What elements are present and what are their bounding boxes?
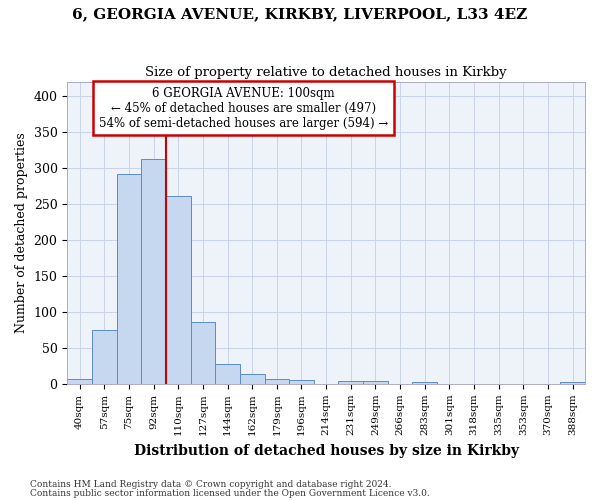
Text: 6, GEORGIA AVENUE, KIRKBY, LIVERPOOL, L33 4EZ: 6, GEORGIA AVENUE, KIRKBY, LIVERPOOL, L3… <box>73 8 527 22</box>
Bar <box>412 382 437 384</box>
Bar <box>265 379 289 384</box>
Bar <box>67 379 92 384</box>
Bar <box>338 381 363 384</box>
Bar <box>289 380 314 384</box>
Bar <box>116 174 141 384</box>
Bar <box>240 374 265 384</box>
Y-axis label: Number of detached properties: Number of detached properties <box>15 132 28 334</box>
X-axis label: Distribution of detached houses by size in Kirkby: Distribution of detached houses by size … <box>134 444 519 458</box>
Bar <box>92 330 116 384</box>
Bar <box>166 196 191 384</box>
Bar <box>560 382 585 384</box>
Text: Contains HM Land Registry data © Crown copyright and database right 2024.: Contains HM Land Registry data © Crown c… <box>30 480 392 489</box>
Bar <box>141 159 166 384</box>
Title: Size of property relative to detached houses in Kirkby: Size of property relative to detached ho… <box>145 66 507 80</box>
Text: Contains public sector information licensed under the Open Government Licence v3: Contains public sector information licen… <box>30 488 430 498</box>
Bar <box>215 364 240 384</box>
Bar <box>363 381 388 384</box>
Text: 6 GEORGIA AVENUE: 100sqm
← 45% of detached houses are smaller (497)
54% of semi-: 6 GEORGIA AVENUE: 100sqm ← 45% of detach… <box>98 86 388 130</box>
Bar <box>191 322 215 384</box>
